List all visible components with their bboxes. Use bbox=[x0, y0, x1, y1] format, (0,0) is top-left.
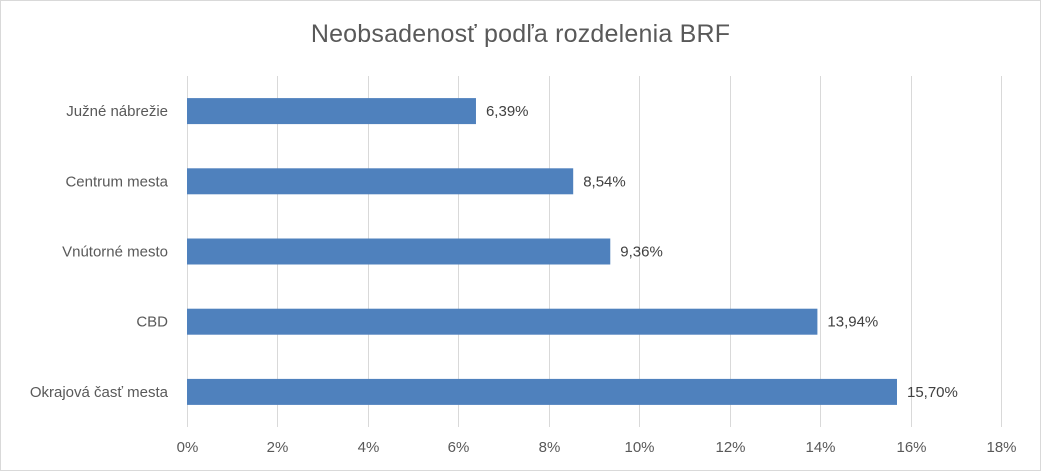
data-label: 8,54% bbox=[583, 173, 626, 190]
x-tick-label: 18% bbox=[986, 439, 1016, 456]
x-tick-label: 0% bbox=[177, 439, 199, 456]
x-tick-label: 12% bbox=[715, 439, 745, 456]
category-label: Centrum mesta bbox=[65, 173, 168, 190]
category-label: Južné nábrežie bbox=[66, 103, 168, 120]
data-label: 13,94% bbox=[827, 314, 878, 331]
x-tick-label: 8% bbox=[539, 439, 561, 456]
bar bbox=[187, 308, 818, 335]
x-tick-label: 16% bbox=[896, 439, 926, 456]
x-tick-label: 14% bbox=[805, 439, 835, 456]
data-label: 15,70% bbox=[907, 384, 958, 401]
labels: 0% 2% 4% 6% 8% 10% 12% 14% 16% 18% Južné nábrežie 6… bbox=[30, 103, 1017, 456]
x-tick-label: 4% bbox=[358, 439, 380, 456]
x-tick-label: 6% bbox=[448, 439, 470, 456]
data-label: 9,36% bbox=[620, 244, 663, 261]
x-tick-label: 2% bbox=[267, 439, 289, 456]
chart-title: Neobsadenosť podľa rozdelenia BRF bbox=[310, 20, 731, 48]
x-tick-label: 10% bbox=[624, 439, 654, 456]
data-label: 6,39% bbox=[486, 103, 529, 120]
category-label: Okrajová časť mesta bbox=[30, 384, 169, 401]
bars bbox=[187, 98, 897, 405]
bar bbox=[187, 168, 574, 195]
bar bbox=[187, 378, 897, 405]
bar bbox=[187, 98, 476, 125]
category-label: Vnútorné mesto bbox=[62, 244, 168, 261]
category-label: CBD bbox=[136, 314, 168, 331]
bar bbox=[187, 238, 611, 265]
